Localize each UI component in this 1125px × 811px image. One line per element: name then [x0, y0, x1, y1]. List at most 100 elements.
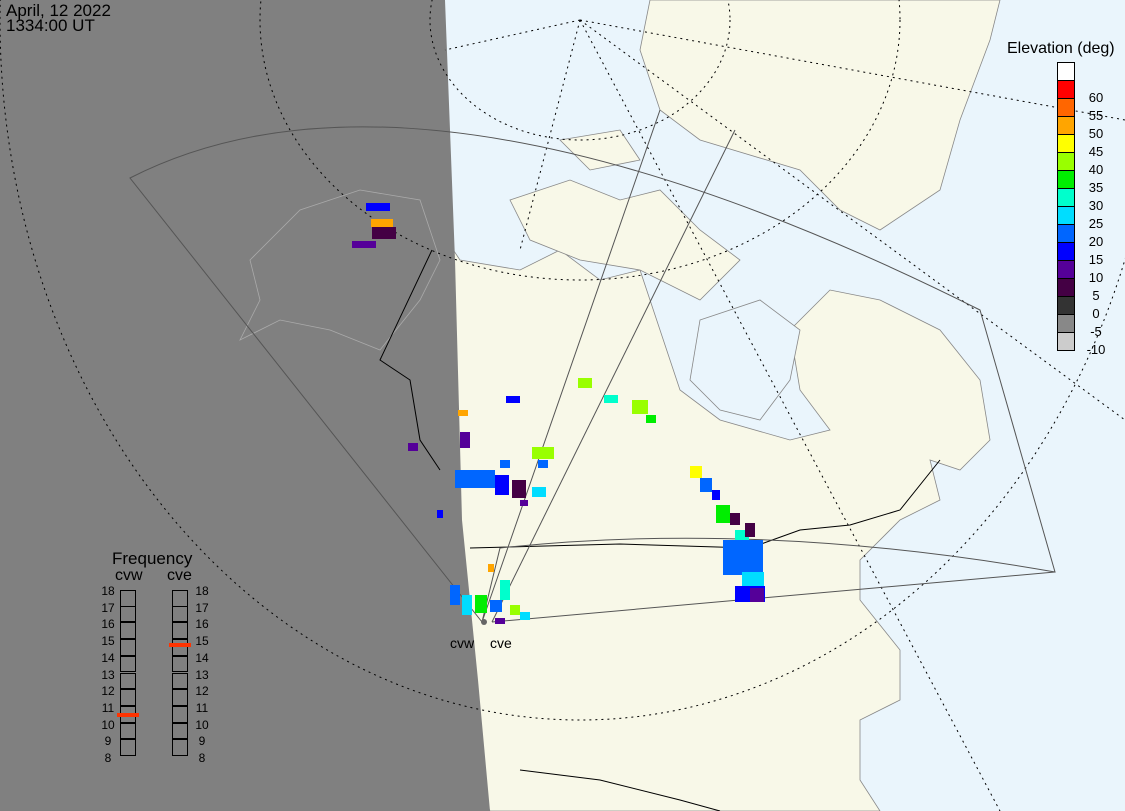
echo-cell [690, 466, 702, 478]
legend-label: 30 [1088, 198, 1104, 213]
legend-swatch [1057, 296, 1075, 314]
frequency-cell [120, 605, 136, 623]
legend-label: 0 [1092, 306, 1100, 321]
radar-site-marker [481, 619, 487, 625]
frequency-cell [172, 689, 188, 706]
frequency-tick: 13 [195, 667, 209, 682]
radar-fov [129, 109, 1056, 624]
frequency-cell [120, 739, 136, 756]
frequency-tick: 12 [101, 684, 115, 699]
echo-cell [700, 478, 712, 492]
legend-label: 5 [1092, 288, 1100, 303]
legend-label: -5 [1090, 324, 1102, 339]
echo-cell [506, 396, 520, 403]
frequency-tick: 10 [195, 717, 209, 732]
frequency-cell [172, 672, 188, 690]
echo-cell [455, 470, 495, 488]
frequency-cell [172, 605, 188, 623]
radar-label-cve: cve [490, 635, 512, 651]
legend-label: 45 [1088, 144, 1104, 159]
echo-cell [500, 580, 510, 600]
echo-cell [712, 490, 720, 500]
frequency-tick: 17 [101, 600, 115, 615]
land-alaska-outline [239, 189, 441, 351]
frequency-title: Frequency [112, 549, 193, 568]
frequency-tick: 10 [101, 717, 115, 732]
frequency-cell [120, 590, 136, 607]
frequency-tick: 18 [195, 584, 209, 598]
legend-label: 50 [1088, 126, 1104, 141]
legend-label: 40 [1088, 162, 1104, 177]
echo-cell [742, 572, 764, 586]
echo-cell [408, 443, 418, 451]
echo-cell [495, 618, 505, 624]
frequency-tick: 11 [101, 700, 115, 715]
frequency-tick: 11 [195, 700, 209, 715]
legend-swatch [1057, 260, 1075, 278]
frequency-cell [120, 655, 136, 673]
echo-cell [578, 378, 592, 388]
night-region [0, 0, 490, 811]
echo-cell [510, 605, 520, 615]
echo-cell [512, 480, 526, 498]
echo-cell [488, 564, 494, 572]
frequency-tick: 15 [195, 634, 209, 649]
legend-label: 60 [1088, 90, 1104, 105]
frequency-tick: 18 [101, 584, 115, 598]
frequency-cell [120, 689, 136, 706]
frequency-cell [120, 622, 136, 640]
frequency-tick: 9 [198, 734, 206, 749]
echo-cell [730, 513, 740, 525]
frequency-tick: 16 [101, 617, 115, 632]
border-us-mexico [519, 769, 721, 811]
time-label: 1334:00 UT [6, 16, 95, 35]
legend-label: 25 [1088, 216, 1104, 231]
echo-cell [716, 505, 730, 523]
echo-cell [750, 588, 764, 602]
frequency-tick: 14 [101, 650, 115, 665]
echo-cell [723, 540, 763, 575]
legend-title: Elevation (deg) [1007, 40, 1115, 57]
legend-swatch [1057, 98, 1075, 116]
echo-cell [520, 500, 528, 506]
echo-cell [632, 400, 648, 414]
echo-cell [372, 227, 396, 239]
legend-swatch [1057, 206, 1075, 224]
echo-cell [352, 241, 376, 248]
frequency-tick: 15 [101, 634, 115, 649]
legend-label: 20 [1088, 234, 1104, 249]
border-us-canada [469, 459, 941, 549]
frequency-cell [172, 622, 188, 640]
frequency-tick: 12 [195, 684, 209, 699]
echo-cell [520, 612, 530, 620]
legend-label: 55 [1088, 108, 1104, 123]
frequency-marker-cve [169, 643, 191, 648]
frequency-cell [172, 655, 188, 673]
frequency-cell [172, 590, 188, 607]
echo-cell [646, 415, 656, 423]
legend-swatch [1057, 224, 1075, 242]
echo-cell [366, 203, 390, 211]
legend-swatch [1057, 332, 1075, 350]
legend-swatch [1057, 170, 1075, 188]
frequency-cell [172, 722, 188, 740]
frequency-tick: 9 [104, 734, 112, 749]
radar-name-cve: cve [167, 567, 192, 584]
legend-swatch [1057, 278, 1075, 296]
legend-label: 15 [1088, 252, 1104, 267]
echo-cell [495, 475, 509, 495]
frequency-tick: 14 [195, 650, 209, 665]
legend-swatch [1057, 314, 1075, 332]
frequency-cell [172, 639, 188, 656]
frequency-marker-cvw [117, 713, 139, 718]
legend-swatch [1057, 242, 1075, 260]
border-alaska-canada [379, 249, 441, 471]
echo-cell [745, 523, 755, 537]
echo-cell [371, 219, 393, 227]
legend-label: -10 [1086, 342, 1106, 357]
radar-label-cvw: cvw [450, 635, 475, 651]
radar-name-cvw: cvw [115, 567, 143, 584]
frequency-tick: 13 [101, 667, 115, 682]
frequency-cell [172, 739, 188, 756]
